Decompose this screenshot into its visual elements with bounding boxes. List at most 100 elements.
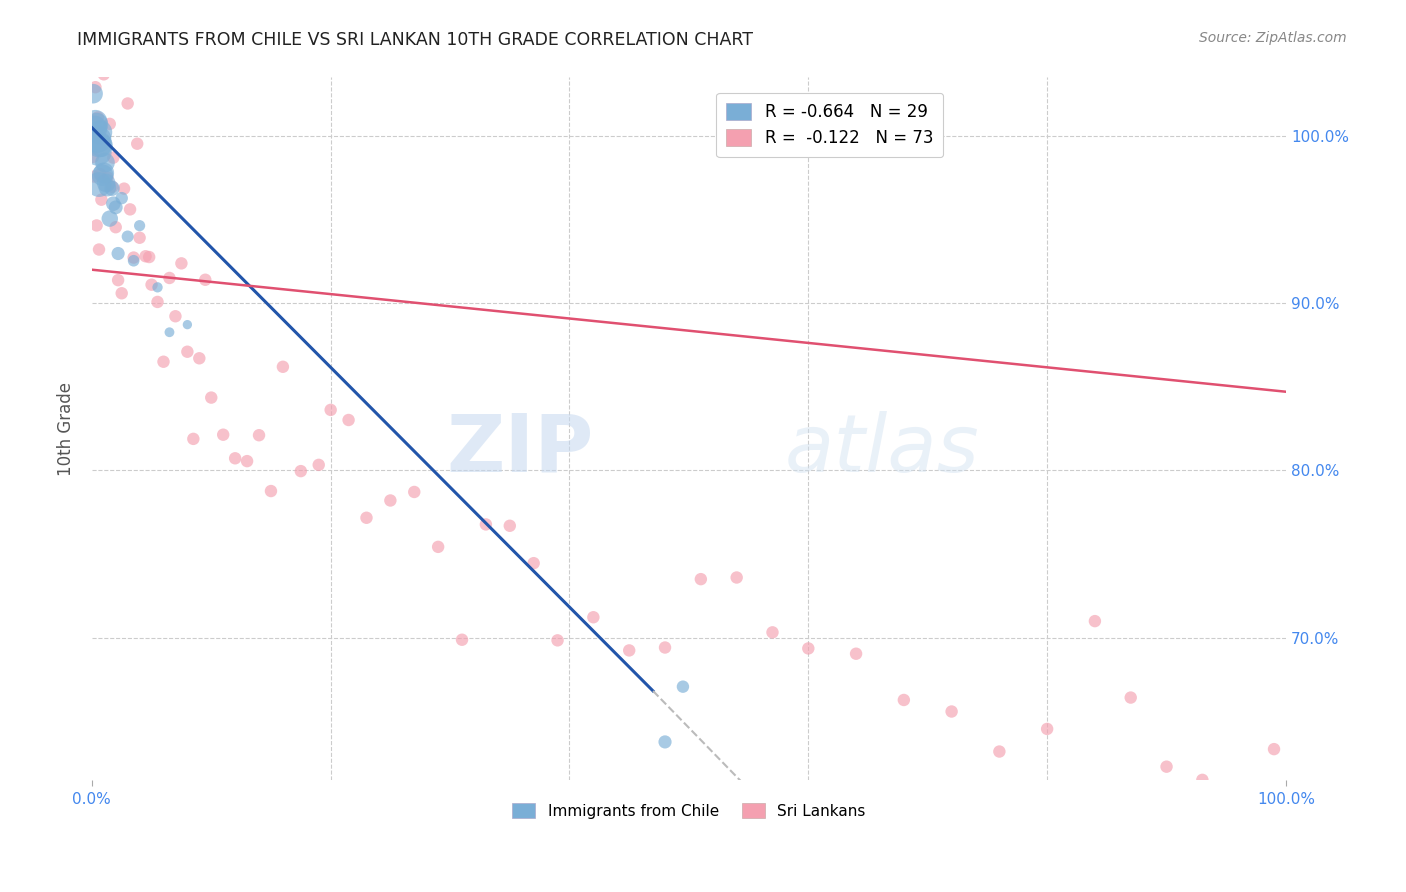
Point [87,243,110,257]
Point [404,485,426,500]
Point [107,246,129,260]
Point [93,67,115,81]
Point [893,693,915,707]
Point [120,202,142,217]
Point [90,193,112,207]
Point [475,517,498,532]
Point [112,181,135,195]
Point [165,310,187,324]
Point [1119,690,1142,705]
Text: atlas: atlas [785,410,979,489]
Point [582,610,605,624]
Point [87,111,110,125]
Point [547,633,569,648]
Point [725,570,748,584]
Point [224,451,246,466]
Point [107,273,129,287]
Point [845,647,868,661]
Point [98,117,121,131]
Point [90,138,112,153]
Point [111,286,134,301]
Point [128,219,150,233]
Point [84,80,107,95]
Point [170,256,193,270]
Point [138,250,160,264]
Point [87,178,110,192]
Point [87,145,110,159]
Text: IMMIGRANTS FROM CHILE VS SRI LANKAN 10TH GRADE CORRELATION CHART: IMMIGRANTS FROM CHILE VS SRI LANKAN 10TH… [77,31,754,49]
Point [654,640,676,655]
Point [146,294,169,309]
Point [86,118,108,132]
Point [128,231,150,245]
Point [212,427,235,442]
Point [87,137,110,152]
Point [103,196,125,211]
Point [290,464,312,478]
Point [104,220,127,235]
Point [84,115,107,129]
Legend: Immigrants from Chile, Sri Lankans: Immigrants from Chile, Sri Lankans [506,797,872,824]
Point [159,325,181,339]
Point [83,121,105,136]
Point [1191,772,1213,787]
Point [499,518,522,533]
Point [672,680,695,694]
Point [337,413,360,427]
Point [82,87,104,101]
Point [117,96,139,111]
Point [271,359,294,374]
Point [523,556,546,570]
Point [619,643,641,657]
Point [159,271,181,285]
Point [122,251,145,265]
Point [83,169,105,184]
Point [1156,759,1178,773]
Point [1227,797,1250,812]
Point [146,280,169,294]
Point [319,403,342,417]
Point [82,150,104,164]
Point [101,179,124,194]
Point [87,132,110,146]
Text: Source: ZipAtlas.com: Source: ZipAtlas.com [1199,31,1347,45]
Point [941,705,963,719]
Point [141,277,163,292]
Point [103,151,125,165]
Point [1263,742,1285,756]
Text: ZIP: ZIP [446,410,593,489]
Point [200,391,222,405]
Point [183,432,205,446]
Point [654,735,676,749]
Point [89,167,111,181]
Point [761,625,783,640]
Point [176,344,198,359]
Point [135,249,157,263]
Point [194,273,217,287]
Point [308,458,330,472]
Y-axis label: 10th Grade: 10th Grade [58,382,75,475]
Point [247,428,270,442]
Point [111,191,134,205]
Point [96,57,118,71]
Point [96,170,118,185]
Point [96,180,118,194]
Point [260,484,283,499]
Point [127,136,149,151]
Point [122,253,145,268]
Point [1036,722,1059,736]
Point [188,351,211,366]
Point [117,229,139,244]
Point [98,211,121,226]
Point [104,200,127,214]
Point [94,155,117,169]
Point [152,355,174,369]
Point [101,181,124,195]
Point [451,632,474,647]
Point [91,168,114,182]
Point [96,176,118,190]
Point [93,166,115,180]
Point [427,540,450,554]
Point [89,125,111,139]
Point [176,318,198,332]
